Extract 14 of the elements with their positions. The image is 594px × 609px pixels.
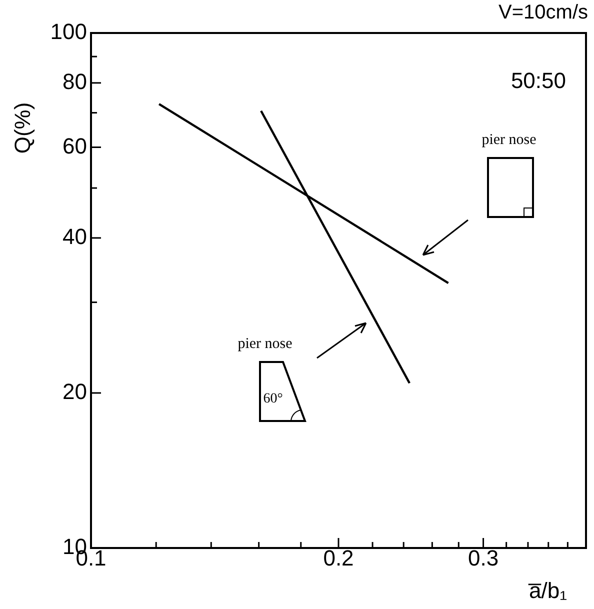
y-axis-title: Q(%) xyxy=(10,102,36,154)
y-tick-label: 80 xyxy=(62,68,87,94)
x-axis-title: a̅/b₁ xyxy=(528,578,568,604)
x-tick-label: 0.2 xyxy=(323,545,354,570)
annotation: pier nose xyxy=(238,336,293,352)
y-tick-label: 40 xyxy=(62,224,87,249)
annotation: 50:50 xyxy=(510,68,566,94)
x-tick-label: 0.3 xyxy=(468,545,499,570)
y-tick-label: 100 xyxy=(50,19,87,44)
y-tick-label: 60 xyxy=(62,133,87,158)
text: V=10cm/s xyxy=(498,2,588,24)
annotation: 60° xyxy=(263,392,283,407)
annotation: pier nose xyxy=(482,132,537,148)
y-tick-label: 20 xyxy=(62,379,87,404)
